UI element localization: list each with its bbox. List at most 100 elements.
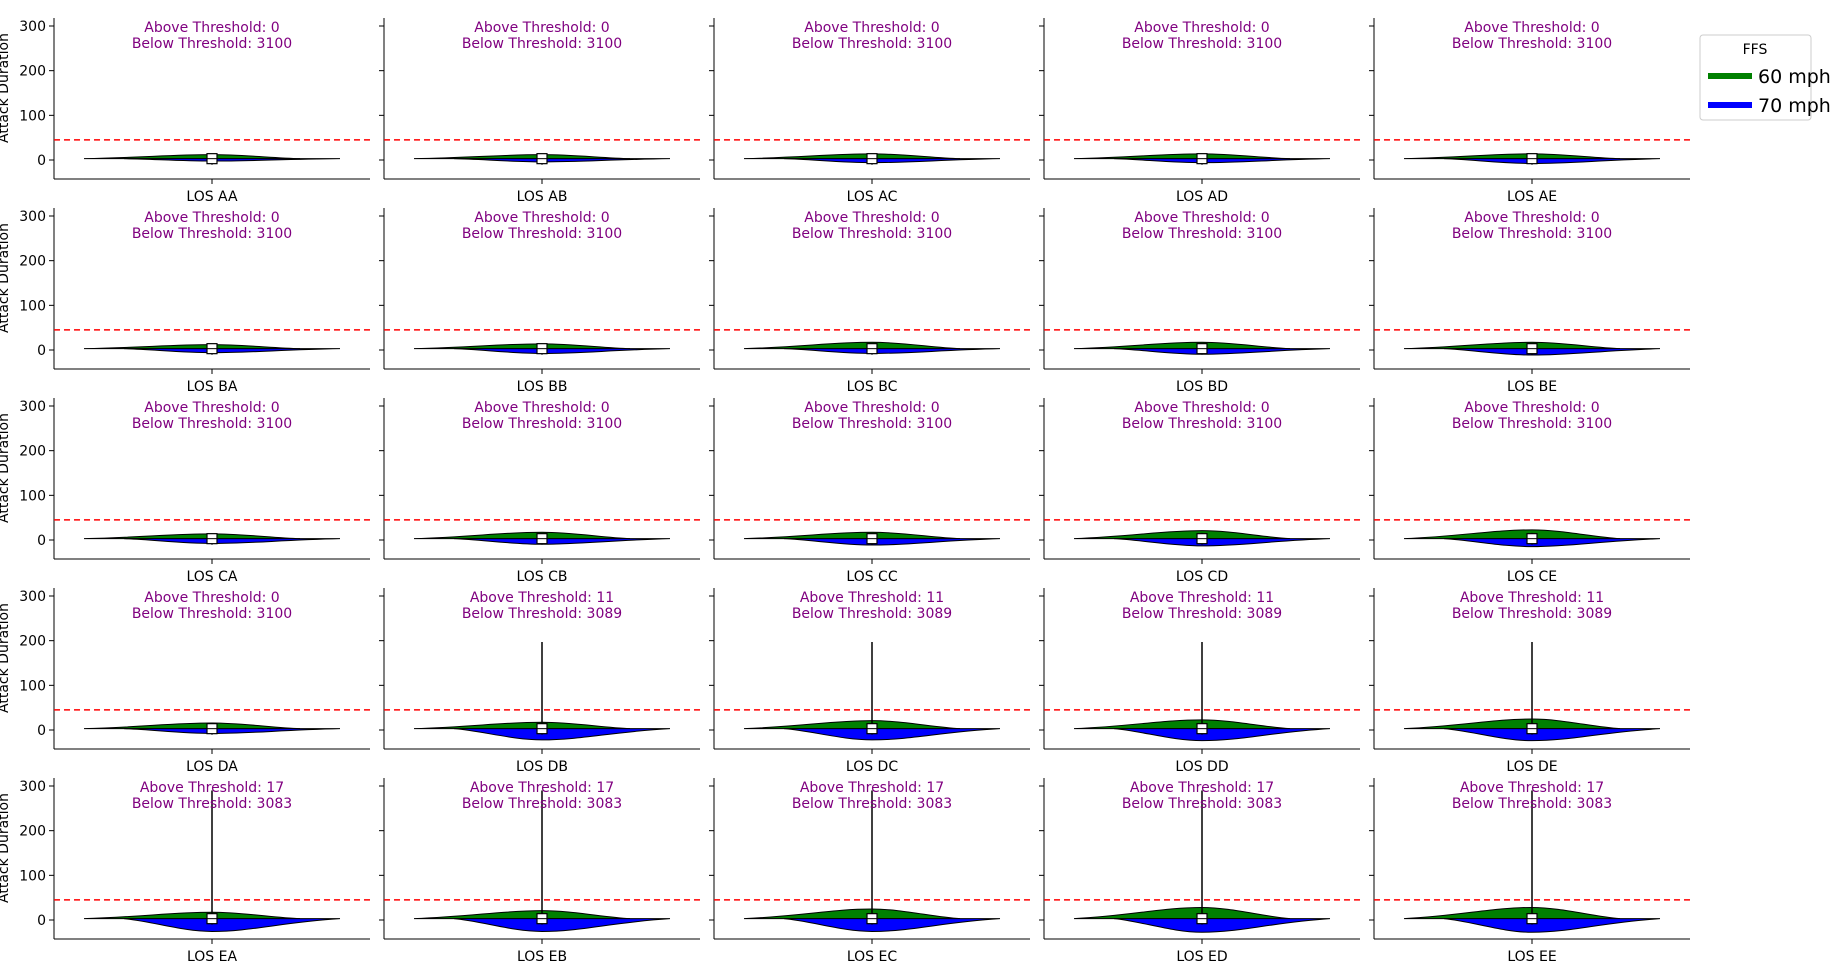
below-threshold-annotation: Below Threshold: 3100	[132, 416, 292, 432]
below-threshold-annotation: Below Threshold: 3100	[132, 36, 292, 52]
panel-los-ca: 0 100 200 300 Attack Duration LOS CA Above Thr…	[0, 398, 370, 585]
violin-60mph	[743, 153, 961, 160]
below-threshold-annotation: Below Threshold: 3100	[1452, 416, 1612, 432]
x-tick-label: LOS ED	[1176, 949, 1227, 965]
x-tick-label: LOS DE	[1506, 759, 1557, 775]
below-threshold-annotation: Below Threshold: 3100	[1452, 36, 1612, 52]
above-threshold-annotation: Above Threshold: 0	[144, 210, 279, 226]
below-threshold-annotation: Below Threshold: 3089	[462, 606, 622, 622]
y-tick-label: 100	[19, 108, 46, 124]
violin-60mph	[413, 343, 631, 350]
below-threshold-annotation: Below Threshold: 3100	[1122, 226, 1282, 242]
violin-60mph	[83, 154, 301, 160]
x-tick-label: LOS DC	[846, 759, 898, 775]
y-tick-label: 100	[19, 868, 46, 884]
x-tick-label: LOS CA	[186, 569, 237, 585]
below-threshold-annotation: Below Threshold: 3100	[462, 36, 622, 52]
below-threshold-annotation: Below Threshold: 3083	[1122, 796, 1282, 812]
below-threshold-annotation: Below Threshold: 3083	[462, 796, 622, 812]
y-tick-label: 300	[19, 209, 46, 225]
violin-60mph	[83, 344, 301, 350]
y-tick-label: 0	[37, 153, 46, 169]
violin-70mph	[1443, 538, 1661, 548]
y-tick-label: 200	[19, 444, 46, 460]
y-tick-label: 300	[19, 19, 46, 35]
x-tick-label: LOS CB	[516, 569, 567, 585]
violin-60mph	[83, 533, 301, 540]
y-tick-label: 100	[19, 678, 46, 694]
above-threshold-annotation: Above Threshold: 17	[800, 780, 944, 796]
violin-70mph	[1113, 158, 1331, 164]
x-tick-label: LOS EC	[847, 949, 898, 965]
below-threshold-annotation: Below Threshold: 3083	[792, 796, 952, 812]
violin-70mph	[453, 918, 671, 932]
violin-60mph	[1073, 530, 1291, 540]
above-threshold-annotation: Above Threshold: 0	[474, 210, 609, 226]
x-tick-label: LOS AA	[186, 189, 238, 205]
below-threshold-annotation: Below Threshold: 3100	[792, 416, 952, 432]
above-threshold-annotation: Above Threshold: 17	[140, 780, 284, 796]
violin-70mph	[1443, 348, 1661, 356]
violin-60mph	[413, 721, 631, 730]
violin-60mph	[1403, 718, 1621, 730]
x-tick-label: LOS AE	[1507, 189, 1557, 205]
violin-70mph	[453, 728, 671, 741]
x-tick-label: LOS DB	[516, 759, 568, 775]
legend-entry-label: 70 mph	[1758, 95, 1831, 117]
below-threshold-annotation: Below Threshold: 3100	[462, 416, 622, 432]
above-threshold-annotation: Above Threshold: 11	[800, 590, 944, 606]
violin-60mph	[1403, 341, 1621, 350]
violin-70mph	[453, 158, 671, 163]
violin-60mph	[743, 720, 961, 730]
x-tick-label: LOS EB	[517, 949, 567, 965]
y-axis-label: Attack Duration	[0, 603, 12, 713]
above-threshold-annotation: Above Threshold: 11	[470, 590, 614, 606]
below-threshold-annotation: Below Threshold: 3100	[1122, 36, 1282, 52]
above-threshold-annotation: Above Threshold: 0	[144, 590, 279, 606]
y-tick-label: 300	[19, 589, 46, 605]
above-threshold-annotation: Above Threshold: 0	[1134, 210, 1269, 226]
y-tick-label: 200	[19, 824, 46, 840]
violin-70mph	[783, 158, 1001, 164]
x-tick-label: LOS DD	[1175, 759, 1228, 775]
y-tick-label: 0	[37, 343, 46, 359]
legend-frame	[1699, 34, 1812, 121]
x-tick-label: LOS EE	[1507, 949, 1556, 965]
above-threshold-annotation: Above Threshold: 0	[474, 400, 609, 416]
above-threshold-annotation: Above Threshold: 0	[804, 20, 939, 36]
violin-70mph	[1113, 538, 1331, 547]
above-threshold-annotation: Above Threshold: 0	[144, 400, 279, 416]
y-tick-label: 200	[19, 634, 46, 650]
below-threshold-annotation: Below Threshold: 3100	[462, 226, 622, 242]
panel-los-ba: 0 100 200 300 Attack Duration LOS BA Above Thr…	[0, 208, 370, 395]
above-threshold-annotation: Above Threshold: 0	[144, 20, 279, 36]
x-tick-label: LOS BE	[1507, 379, 1557, 395]
y-tick-label: 0	[37, 723, 46, 739]
violin-70mph	[453, 538, 671, 545]
above-threshold-annotation: Above Threshold: 0	[1134, 20, 1269, 36]
x-tick-label: LOS DA	[186, 759, 238, 775]
y-tick-label: 100	[19, 488, 46, 504]
below-threshold-annotation: Below Threshold: 3083	[132, 796, 292, 812]
x-tick-label: LOS BD	[1176, 379, 1228, 395]
panel-los-da: 0 100 200 300 Attack Duration LOS DA Above Thr…	[0, 588, 370, 775]
violin-70mph	[123, 538, 341, 544]
violin-70mph	[123, 158, 341, 162]
above-threshold-annotation: Above Threshold: 17	[1130, 780, 1274, 796]
violin-70mph	[783, 348, 1001, 354]
violin-70mph	[1443, 918, 1661, 933]
above-threshold-annotation: Above Threshold: 0	[1464, 20, 1599, 36]
